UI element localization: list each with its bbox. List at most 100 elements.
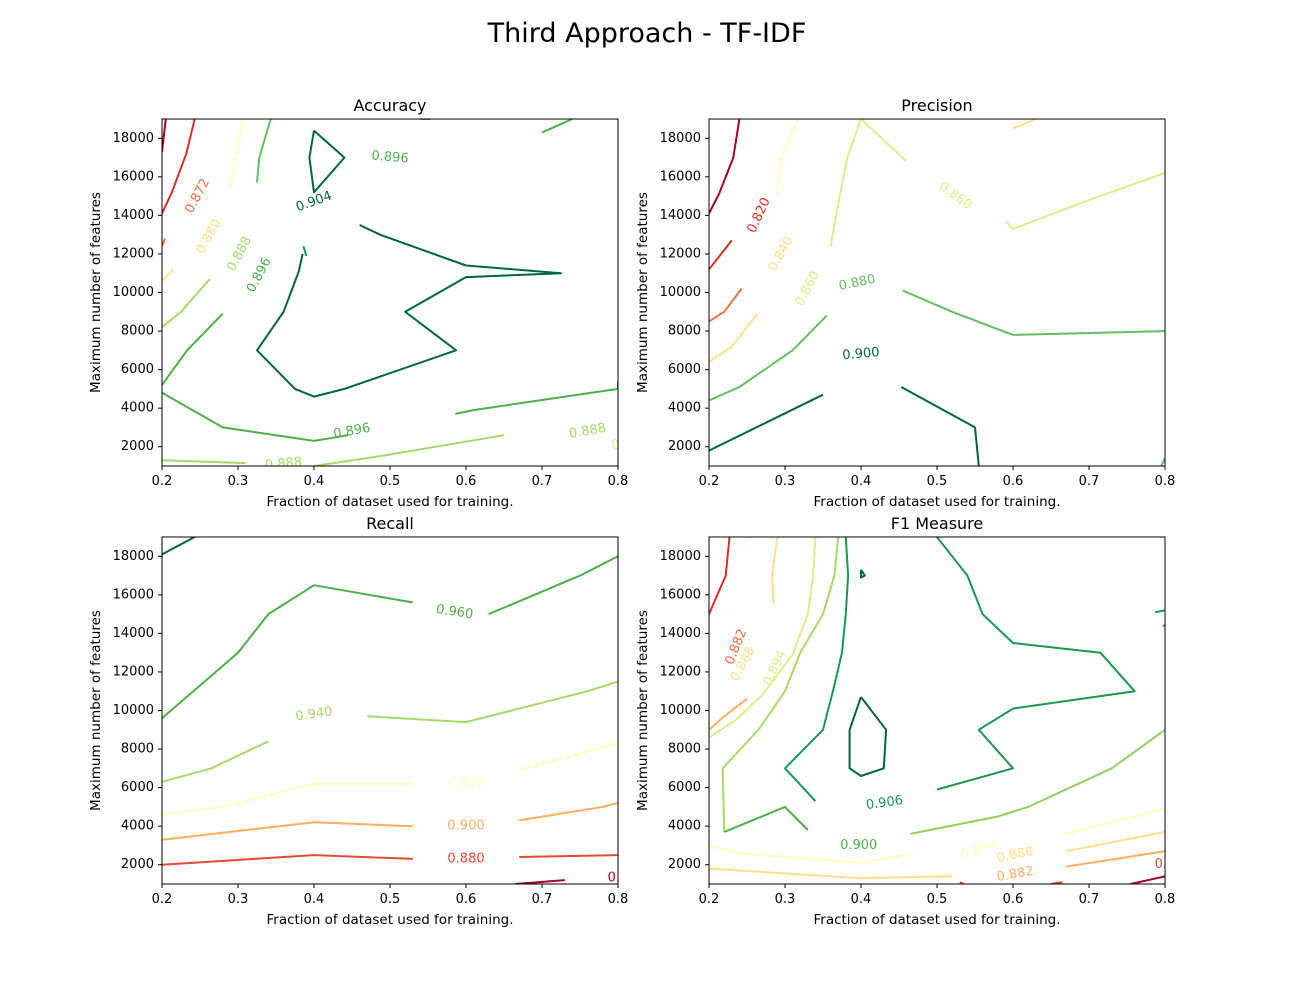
contour-line bbox=[162, 537, 196, 556]
contour-line bbox=[302, 245, 308, 257]
contour-line bbox=[162, 740, 269, 783]
contour-line bbox=[519, 854, 618, 858]
contour-line bbox=[936, 537, 1136, 791]
contour-line bbox=[162, 782, 413, 816]
y-tick-label: 16000 bbox=[113, 169, 154, 184]
contour-line bbox=[367, 680, 618, 724]
contour-label: 0.900 bbox=[840, 838, 877, 853]
x-tick-label: 0.5 bbox=[927, 892, 948, 907]
x-tick-label: 0.6 bbox=[456, 474, 477, 489]
contour-line bbox=[709, 698, 748, 731]
contour-line bbox=[723, 805, 809, 833]
y-tick-label: 4000 bbox=[668, 819, 701, 834]
y-tick-label: 18000 bbox=[113, 131, 154, 146]
contour-label: 0.888 bbox=[224, 234, 255, 274]
x-tick-label: 0.3 bbox=[775, 474, 796, 489]
contour-label: 0.8 bbox=[1155, 857, 1176, 872]
y-tick-label: 16000 bbox=[660, 587, 701, 602]
y-tick-label: 14000 bbox=[660, 208, 701, 223]
contour-line bbox=[488, 555, 618, 616]
contour-line bbox=[162, 268, 175, 282]
figure-title: Third Approach - TF-IDF bbox=[487, 18, 807, 49]
contour-line bbox=[709, 867, 953, 880]
contour-line bbox=[709, 844, 915, 864]
contour-label: 0.880 bbox=[447, 851, 484, 866]
y-tick-label: 14000 bbox=[660, 626, 701, 641]
y-tick-label: 18000 bbox=[660, 549, 701, 564]
contour-line bbox=[1154, 609, 1165, 614]
contour-label: 0. bbox=[610, 436, 626, 454]
contour-line bbox=[313, 434, 505, 466]
x-tick-label: 0.6 bbox=[1003, 474, 1024, 489]
x-axis-label: Fraction of dataset used for training. bbox=[266, 494, 513, 510]
x-tick-label: 0.7 bbox=[1079, 474, 1100, 489]
subplot-title: Recall bbox=[366, 514, 414, 533]
y-tick-label: 8000 bbox=[121, 742, 154, 757]
contour-line bbox=[162, 821, 413, 841]
y-tick-label: 2000 bbox=[121, 857, 154, 872]
x-tick-label: 0.2 bbox=[152, 892, 173, 907]
y-tick-label: 12000 bbox=[660, 246, 701, 261]
contour-label: 0.900 bbox=[447, 819, 484, 834]
contour-label: 0.960 bbox=[435, 602, 474, 622]
contour-line bbox=[256, 224, 562, 398]
x-tick-label: 0.6 bbox=[1003, 892, 1024, 907]
y-tick-label: 18000 bbox=[660, 131, 701, 146]
x-tick-label: 0.3 bbox=[775, 892, 796, 907]
contour-line bbox=[709, 119, 741, 214]
contour-line bbox=[515, 879, 565, 884]
contour-label: 0.8 bbox=[608, 871, 629, 886]
subplot-3: Recall 0.960 0.940 0.920 0.900 0.880 0.8 0.2 0.3… bbox=[88, 514, 628, 928]
x-tick-label: 0.5 bbox=[380, 892, 401, 907]
contour-line bbox=[709, 239, 733, 271]
x-tick-label: 0.3 bbox=[228, 892, 249, 907]
contour-line bbox=[1066, 831, 1165, 853]
x-tick-label: 0.4 bbox=[851, 892, 872, 907]
contour-label: 0.880 bbox=[837, 272, 877, 294]
contour-line bbox=[162, 854, 413, 866]
contour-label: 0.888 bbox=[568, 421, 607, 442]
y-tick-label: 4000 bbox=[668, 401, 701, 416]
contour-line bbox=[709, 537, 817, 739]
contour-line bbox=[162, 391, 349, 442]
x-tick-label: 0.6 bbox=[456, 892, 477, 907]
x-tick-label: 0.4 bbox=[304, 892, 325, 907]
contour-label: 0.920 bbox=[447, 775, 485, 792]
y-tick-label: 18000 bbox=[113, 549, 154, 564]
contour-line bbox=[776, 119, 799, 197]
y-tick-label: 8000 bbox=[668, 324, 701, 339]
contour-label: 0.896 bbox=[244, 255, 275, 295]
contour-label: 0.880 bbox=[194, 217, 225, 257]
contour-line bbox=[541, 119, 573, 134]
x-axis-label: Fraction of dataset used for training. bbox=[266, 912, 513, 928]
y-tick-label: 10000 bbox=[113, 285, 154, 300]
contour-line bbox=[308, 129, 346, 194]
x-tick-label: 0.4 bbox=[304, 474, 325, 489]
contour-line bbox=[162, 119, 196, 214]
y-tick-label: 2000 bbox=[668, 439, 701, 454]
x-tick-label: 0.8 bbox=[608, 892, 629, 907]
contour-line bbox=[910, 728, 1165, 835]
x-tick-label: 0.8 bbox=[1155, 474, 1176, 489]
contour-line bbox=[229, 119, 245, 187]
x-axis-label: Fraction of dataset used for training. bbox=[813, 494, 1060, 510]
y-tick-label: 8000 bbox=[121, 324, 154, 339]
y-tick-label: 12000 bbox=[113, 664, 154, 679]
contour-label: 0.896 bbox=[371, 148, 409, 166]
y-tick-label: 10000 bbox=[660, 285, 701, 300]
contour-label: 0.820 bbox=[744, 195, 773, 235]
contour-label: 0.888 bbox=[996, 844, 1036, 866]
axes-frame bbox=[161, 118, 619, 467]
contour-line bbox=[162, 459, 246, 465]
x-tick-label: 0.5 bbox=[380, 474, 401, 489]
y-tick-label: 12000 bbox=[660, 664, 701, 679]
x-tick-label: 0.2 bbox=[699, 474, 720, 489]
contour-line bbox=[1130, 875, 1165, 884]
contour-label: 0.906 bbox=[865, 793, 904, 813]
